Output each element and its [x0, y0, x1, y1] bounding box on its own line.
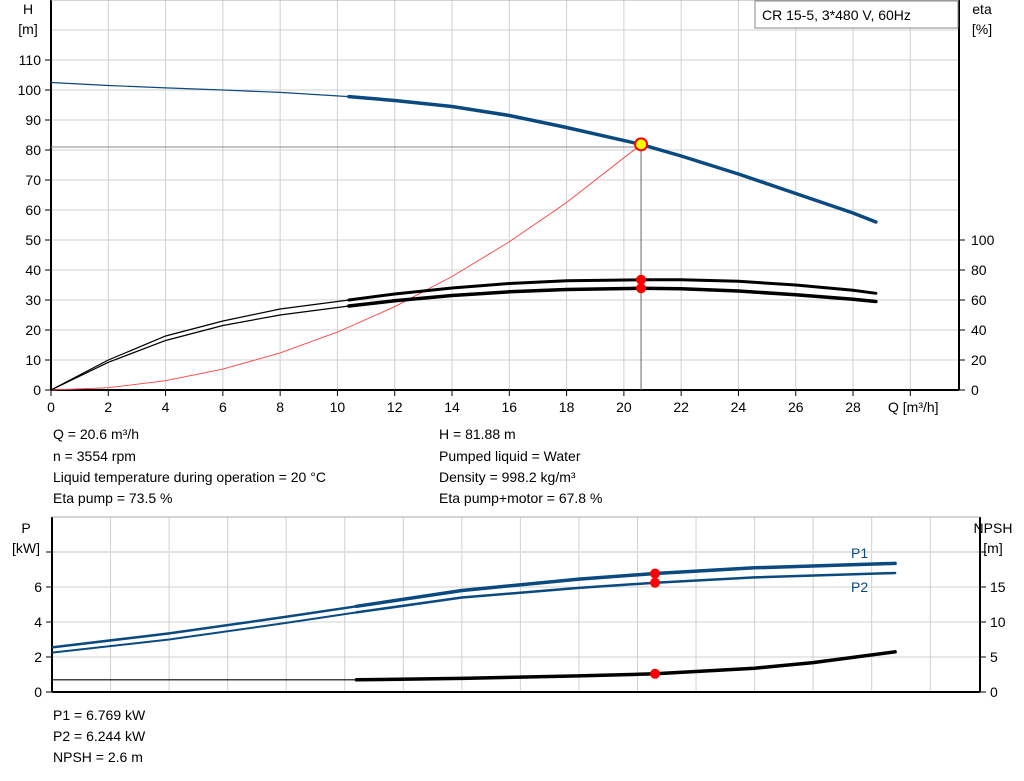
y-left-tick-label: 0	[34, 684, 42, 700]
y-left-unit-bottom: [kW]	[12, 540, 40, 556]
annotation-n: n = 3554 rpm	[53, 448, 136, 464]
chart-title: CR 15-5, 3*480 V, 60Hz	[762, 7, 911, 23]
y-right-label-bottom: NPSH	[974, 520, 1013, 536]
top-grid: 0 2 4 6 8 10 12 14 16 18 20 22 24 26 28010203040506070…	[18, 0, 995, 415]
eta-pump-curve-thin	[50, 299, 349, 391]
series-label-p2: P2	[851, 579, 868, 595]
y-left-tick-label: 2	[34, 649, 42, 665]
y-right-tick-label: 0	[971, 382, 979, 398]
x-axis-label: Q [m³/h]	[888, 399, 939, 415]
y-right-tick-label: 0	[990, 684, 998, 700]
x-tick-label: 0	[47, 399, 55, 415]
x-tick-label: 14	[444, 399, 460, 415]
y-left-label-top: H	[23, 1, 33, 17]
npsh-point	[650, 668, 661, 679]
series-label-p1: P1	[851, 545, 868, 561]
annotation-eta-pump-motor: Eta pump+motor = 67.8 %	[439, 490, 602, 506]
x-tick-label: 16	[502, 399, 518, 415]
p1-point	[650, 568, 661, 579]
y-right-tick-label: 10	[990, 614, 1006, 630]
annotation-p1: P1 = 6.769 kW	[53, 707, 146, 723]
annotation-temp: Liquid temperature during operation = 20…	[53, 469, 326, 485]
y-right-tick-label: 80	[971, 262, 987, 278]
y-right-tick-label: 40	[971, 322, 987, 338]
y-left-tick-label: 110	[19, 52, 42, 68]
p1-curve	[354, 561, 897, 609]
y-right-label-top: eta	[972, 1, 992, 17]
x-tick-label: 6	[219, 399, 227, 415]
x-tick-label: 26	[788, 399, 804, 415]
bottom-grid: 0 2 4 6 0 5 10 15	[34, 516, 1006, 700]
y-left-unit-top: [m]	[18, 21, 37, 37]
y-left-tick-label: 70	[25, 172, 41, 188]
x-tick-label: 12	[387, 399, 403, 415]
y-left-tick-label: 4	[34, 614, 42, 630]
x-tick-label: 24	[731, 399, 747, 415]
y-right-unit-bottom: [m]	[983, 540, 1002, 556]
y-left-tick-label: 60	[25, 202, 41, 218]
y-left-tick-label: 0	[33, 382, 41, 398]
x-tick-label: 20	[616, 399, 632, 415]
y-left-tick-label: 90	[25, 112, 41, 128]
x-tick-label: 2	[104, 399, 112, 415]
annotation-h: H = 81.88 m	[439, 426, 516, 442]
operating-point	[634, 137, 649, 152]
x-tick-label: 22	[673, 399, 689, 415]
y-left-tick-label: 20	[25, 322, 41, 338]
annotation-p2: P2 = 6.244 kW	[53, 728, 146, 744]
y-left-label-bottom: P	[21, 520, 30, 536]
y-right-tick-label: 60	[971, 292, 987, 308]
p2-point	[650, 577, 661, 588]
system-curve	[50, 144, 642, 391]
p2-curve-thin	[51, 611, 357, 654]
y-right-tick-label: 100	[971, 232, 995, 248]
y-left-tick-label: 80	[25, 142, 41, 158]
annotation-density: Density = 998.2 kg/m³	[439, 469, 576, 485]
npsh-curve	[354, 650, 897, 682]
x-tick-label: 10	[330, 399, 346, 415]
p2-curve	[355, 571, 897, 614]
x-tick-label: 18	[559, 399, 575, 415]
p1-curve-thin	[51, 605, 357, 649]
eta-pump-motor-point	[636, 283, 647, 294]
x-tick-label: 8	[276, 399, 284, 415]
head-curve-thin	[50, 81, 349, 98]
y-left-tick-label: 40	[25, 262, 41, 278]
annotation-liquid: Pumped liquid = Water	[439, 448, 581, 464]
y-right-tick-label: 20	[971, 352, 987, 368]
y-left-tick-label: 30	[25, 292, 41, 308]
y-right-tick-label: 5	[990, 649, 998, 665]
y-right-unit-top: [%]	[972, 21, 992, 37]
eta-pump-motor-curve-thin	[50, 305, 349, 391]
y-left-tick-label: 6	[34, 579, 42, 595]
title-box	[754, 0, 959, 29]
x-tick-label: 4	[162, 399, 170, 415]
y-left-tick-label: 10	[25, 352, 41, 368]
y-left-tick-label: 50	[25, 232, 41, 248]
eta-pump-point	[636, 274, 647, 285]
annotation-npsh: NPSH = 2.6 m	[53, 749, 143, 765]
head-curve	[347, 94, 878, 224]
chart-marks	[50, 81, 897, 682]
annotation-eta-pump: Eta pump = 73.5 %	[53, 490, 172, 506]
y-left-tick-label: 100	[18, 82, 42, 98]
annotation-q: Q = 20.6 m³/h	[53, 426, 139, 442]
x-tick-label: 28	[845, 399, 861, 415]
y-right-tick-label: 15	[990, 579, 1006, 595]
